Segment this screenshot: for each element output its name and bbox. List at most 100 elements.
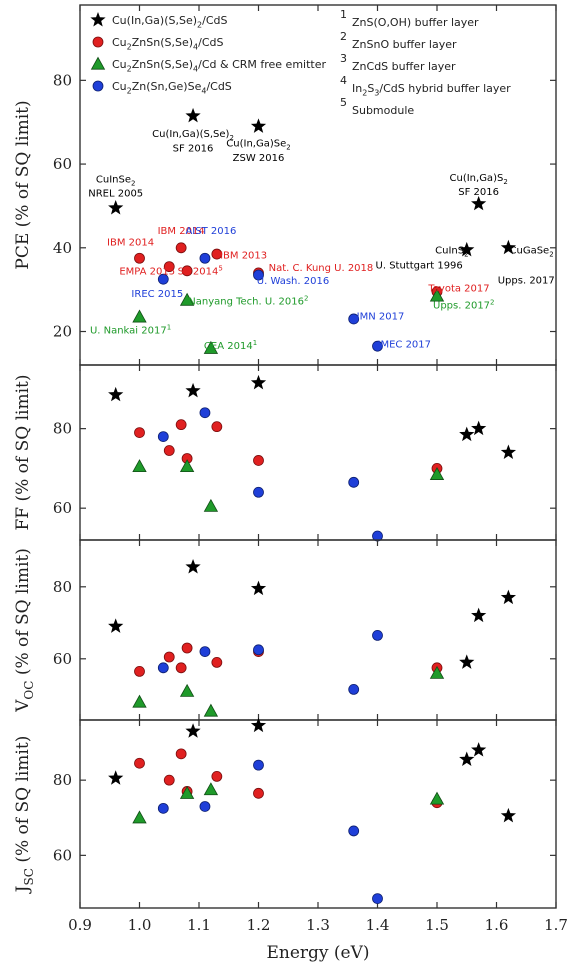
legend-label: Cu2​Zn(Sn,Ge)Se4​/CdS [112, 80, 232, 95]
data-point [372, 893, 383, 904]
series-czts [134, 642, 443, 677]
point-annotation: U. Wash. 2016 [257, 276, 329, 287]
data-point [471, 420, 487, 436]
data-point [348, 825, 360, 837]
data-point [108, 770, 124, 785]
data-point [459, 654, 475, 669]
y-tick-label: 60 [53, 650, 72, 668]
legend-marker-czts [92, 36, 104, 48]
data-point [211, 248, 223, 260]
legend-label: Cu2​ZnSn(S,Se)4​/CdS [112, 36, 223, 51]
data-point [199, 252, 211, 264]
point-annotation: IBM 2014 [107, 238, 154, 249]
data-point [132, 309, 147, 323]
data-point [179, 683, 195, 697]
data-point [132, 459, 147, 473]
data-point [134, 252, 145, 264]
data-point [500, 239, 517, 255]
data-point [500, 444, 517, 459]
point-annotation: Toyota 2017 [427, 284, 489, 295]
x-tick-label: 1.4 [366, 916, 390, 934]
panel-voc: 60 80 VOC (% of SQ limit) [13, 539, 557, 721]
data-point [163, 261, 175, 273]
data-point [175, 242, 187, 254]
data-point [157, 802, 169, 814]
data-point [250, 374, 267, 390]
data-point [253, 787, 264, 799]
legend-note-number: 2 [340, 30, 347, 43]
x-tick-label: 1.1 [187, 916, 211, 934]
panel-frame [79, 539, 557, 721]
y-axis-label: JSC (% of SQ limit) [13, 736, 36, 895]
y-tick-label: 80 [53, 71, 72, 89]
data-point [181, 265, 193, 277]
data-point [459, 426, 475, 442]
point-annotation: IREC 2015 [131, 289, 183, 300]
data-point [471, 195, 487, 211]
x-tick-label: 0.9 [68, 916, 92, 934]
point-annotation: CuGaSe2​ [510, 246, 554, 259]
x-tick-label: 1.6 [485, 916, 509, 934]
legend-marker-crm [90, 56, 106, 70]
point-annotation: IBM 2013 [220, 250, 267, 261]
panel-frame [79, 364, 557, 541]
point-annotation: IMN 2017 [357, 311, 405, 322]
data-point [157, 431, 169, 442]
data-point [429, 467, 445, 480]
y-axis-label: FF (% of SQ limit) [13, 375, 33, 531]
point-annotation: NREL 2005 [88, 189, 143, 200]
point-annotation: EMPA 2015 [119, 267, 175, 278]
legend-note-number: 1 [340, 8, 347, 21]
data-point [429, 791, 445, 805]
data-point [185, 559, 201, 574]
data-point [185, 382, 201, 398]
x-tick-label: 1.2 [247, 916, 271, 934]
legend-label: Cu2​ZnSn(S,Se)4​/Cd & CRM free emitter [112, 58, 326, 73]
data-point [500, 589, 517, 605]
data-point [253, 759, 264, 771]
data-point [372, 340, 383, 352]
y-tick-label: 60 [53, 846, 72, 864]
data-point [250, 717, 267, 733]
y-tick-label: 60 [53, 499, 72, 517]
legend-note-number: 5 [340, 96, 347, 109]
point-annotation: U. Stuttgart 1996 [376, 260, 463, 271]
legend: Cu(In,Ga)(S,Se)2​/CdS Cu2​ZnSn(S,Se)4​/Cd… [90, 8, 511, 117]
data-point [134, 757, 145, 769]
point-annotation: U. Nankai 20171​ [90, 324, 171, 337]
series-cztgs [157, 630, 383, 695]
x-tick-label: 1.5 [425, 916, 449, 934]
point-annotation: Upps. 2017 [498, 275, 555, 286]
data-point [134, 427, 145, 439]
data-point [253, 486, 264, 498]
series-crm [132, 459, 445, 512]
data-point [471, 607, 487, 623]
series-crm [132, 288, 445, 354]
y-tick-label: 40 [53, 239, 72, 257]
y-tick-label: 80 [53, 578, 72, 596]
legend-note-text: Submodule [352, 104, 414, 117]
data-point [163, 651, 175, 663]
x-tick-label: 1.3 [306, 916, 330, 934]
series-cigs [108, 559, 517, 669]
data-point [157, 662, 169, 674]
series-cztgs [157, 759, 383, 904]
data-point [199, 407, 211, 419]
series-crm [132, 665, 445, 717]
y-tick-label: 80 [53, 420, 72, 438]
point-annotation: SF 2016 [173, 144, 214, 155]
data-point [429, 288, 445, 302]
series-cigs [108, 107, 517, 257]
series-cztgs [157, 407, 383, 542]
point-annotation: ZSW 2016 [233, 153, 285, 164]
data-point [348, 476, 360, 488]
legend-label: Cu(In,Ga)(S,Se)2​/CdS [112, 14, 227, 29]
panel-pce: 20 40 60 80 PCE (% of SQ limit) CuInSe2​ NREL … [13, 4, 557, 366]
data-point [199, 646, 211, 657]
data-point [372, 630, 383, 641]
y-axis-label: PCE (% of SQ limit) [13, 100, 33, 269]
legend-note-text: ZnSnO buffer layer [352, 38, 457, 51]
point-annotation: SF 2016 [458, 187, 499, 198]
data-point [203, 703, 219, 717]
point-annotation: Nanyang Tech. U. 20162​ [188, 295, 308, 308]
